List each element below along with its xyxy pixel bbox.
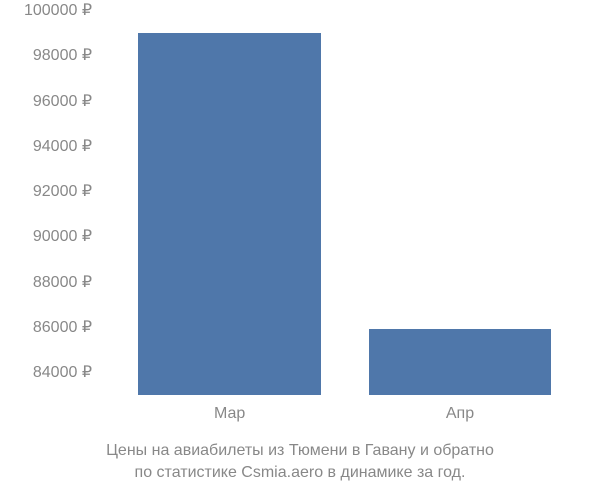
y-tick-label: 86000 ₽ bbox=[33, 317, 100, 337]
y-tick-label: 94000 ₽ bbox=[33, 136, 100, 156]
bar bbox=[138, 33, 320, 395]
y-tick-label: 84000 ₽ bbox=[33, 362, 100, 382]
y-tick-label: 98000 ₽ bbox=[33, 45, 100, 65]
caption-line-1: Цены на авиабилеты из Тюмени в Гавану и … bbox=[0, 440, 600, 462]
x-tick-label: Апр bbox=[446, 395, 474, 423]
price-chart: 84000 ₽ 86000 ₽ 88000 ₽ 90000 ₽ 92000 ₽ 94000… bbox=[0, 0, 600, 500]
bar bbox=[369, 329, 551, 395]
y-tick-label: 88000 ₽ bbox=[33, 272, 100, 292]
y-tick-label: 90000 ₽ bbox=[33, 226, 100, 246]
caption-line-2: по статистике Csmia.aero в динамике за г… bbox=[0, 462, 600, 484]
plot-area: 84000 ₽86000 ₽88000 ₽90000 ₽92000 ₽94000… bbox=[100, 10, 580, 395]
chart-caption: Цены на авиабилеты из Тюмени в Гавану и … bbox=[0, 440, 600, 483]
x-tick-label: Мар bbox=[214, 395, 245, 423]
y-tick-label: 100000 ₽ bbox=[24, 0, 100, 20]
y-tick-label: 96000 ₽ bbox=[33, 91, 100, 111]
y-tick-label: 92000 ₽ bbox=[33, 181, 100, 201]
